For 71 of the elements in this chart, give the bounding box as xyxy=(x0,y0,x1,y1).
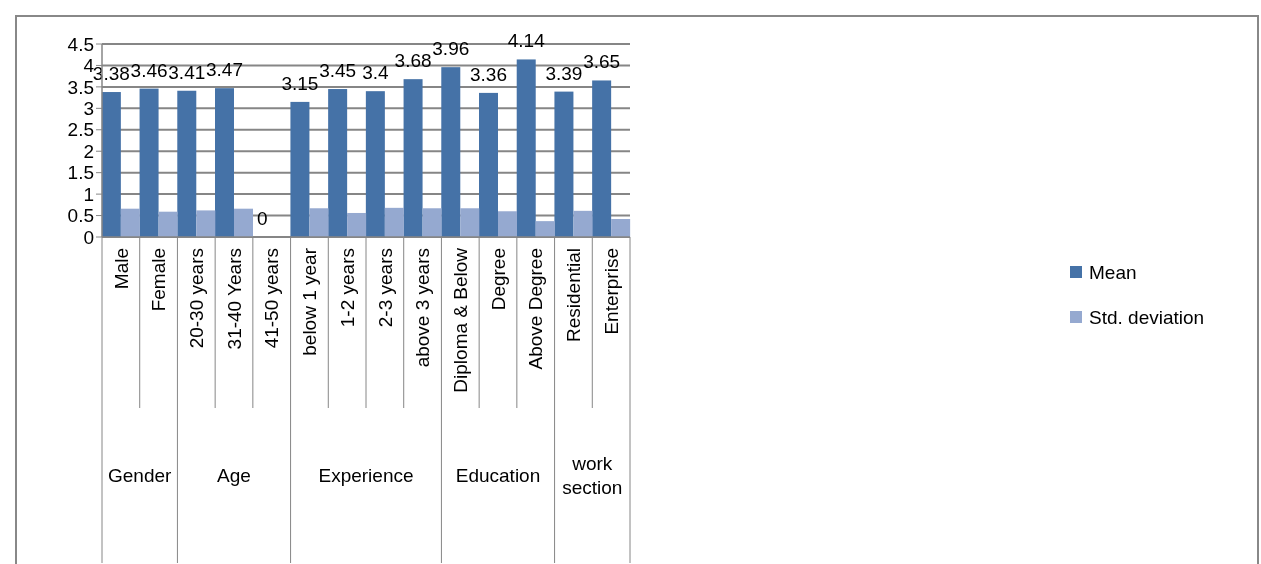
x-tick-label: 2-3 years xyxy=(374,248,396,328)
data-label: 3.96 xyxy=(432,38,470,60)
bar xyxy=(139,88,159,237)
bar xyxy=(479,92,498,237)
y-tick-label: 3 xyxy=(83,97,94,119)
bar xyxy=(498,211,517,237)
data-label: 3.65 xyxy=(583,51,621,73)
x-tick-label: Female xyxy=(148,248,170,312)
bar xyxy=(158,211,178,237)
legend-label: Std. deviation xyxy=(1089,306,1205,328)
data-label: 3.45 xyxy=(319,60,357,82)
bar xyxy=(177,90,197,237)
data-label: 3.36 xyxy=(470,63,507,85)
x-tick-label: 20-30 years xyxy=(185,248,207,349)
legend-label: Mean xyxy=(1089,261,1137,283)
x-tick-label: Diploma & Below xyxy=(449,247,471,393)
bar xyxy=(365,91,385,237)
bar xyxy=(384,207,404,237)
x-tick-label: Residential xyxy=(563,248,585,342)
x-tick-label: 31-40 Years xyxy=(223,248,245,350)
bar xyxy=(403,79,423,237)
y-tick-label: 1 xyxy=(83,183,94,205)
data-label: 0 xyxy=(256,208,268,229)
bar xyxy=(347,212,367,237)
data-label: 3.39 xyxy=(545,62,583,84)
data-label: 3.46 xyxy=(130,59,168,81)
data-label: 4.14 xyxy=(507,30,546,52)
data-label: 3.38 xyxy=(92,63,130,85)
bar xyxy=(234,208,253,237)
data-label: 3.4 xyxy=(362,62,389,84)
data-label: 3.15 xyxy=(281,72,319,94)
bar xyxy=(573,210,593,237)
data-label: 3.41 xyxy=(168,61,206,83)
bar xyxy=(120,208,140,237)
y-tick-label: 1.5 xyxy=(67,162,94,184)
bar xyxy=(328,89,348,237)
bar xyxy=(516,59,536,237)
bar xyxy=(611,218,631,237)
text: Education xyxy=(455,464,541,486)
text: Experience xyxy=(318,464,414,486)
bar xyxy=(309,208,329,237)
x-tick-label: Male xyxy=(110,248,132,290)
x-tick-label: 41-50 years xyxy=(261,248,283,349)
bar xyxy=(422,208,442,237)
text: work section xyxy=(562,452,623,498)
data-label: 3.68 xyxy=(394,50,432,72)
data-label: 3.47 xyxy=(206,59,243,81)
text: Age xyxy=(217,464,251,486)
bar xyxy=(592,80,612,237)
y-tick-label: 2.5 xyxy=(67,119,94,141)
bar xyxy=(290,101,310,237)
x-tick-label: Degree xyxy=(487,248,509,311)
y-tick-label: 2 xyxy=(83,140,94,162)
bar xyxy=(196,210,216,237)
y-tick-label: 4.5 xyxy=(67,33,94,55)
bar xyxy=(460,208,480,237)
bar xyxy=(101,92,121,237)
y-tick-label: 0.5 xyxy=(67,205,94,227)
y-tick-label: 0 xyxy=(83,226,94,248)
x-tick-label: above 3 years xyxy=(412,248,434,368)
text: Gender xyxy=(108,464,173,486)
bar xyxy=(441,67,461,237)
y-tick-label: 3.5 xyxy=(67,76,94,98)
y-tick-label: 4 xyxy=(83,55,95,77)
x-tick-label: Above Degree xyxy=(525,248,547,370)
x-tick-label: 1-2 years xyxy=(336,248,358,328)
bar xyxy=(215,88,234,237)
x-tick-label: below 1 year xyxy=(299,247,321,356)
x-tick-label: Enterprise xyxy=(600,248,622,335)
bar xyxy=(554,91,574,237)
bar xyxy=(535,221,555,237)
